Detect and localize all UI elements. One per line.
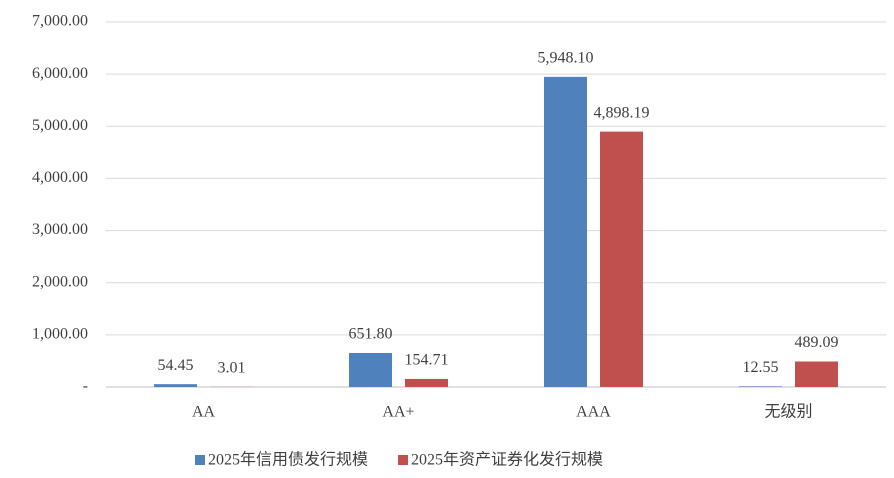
legend-swatch [398, 455, 408, 465]
value-label: 154.71 [405, 352, 449, 369]
y-tick-label: 6,000.00 [32, 65, 88, 82]
legend-swatch [195, 455, 205, 465]
y-tick-label: 5,000.00 [32, 117, 88, 134]
legend-label: 2025年信用债发行规模 [208, 451, 368, 469]
y-tick-label: 2,000.00 [32, 273, 88, 290]
x-tick-label: AA [192, 404, 216, 421]
y-tick-label: 7,000.00 [32, 13, 88, 30]
bar [739, 386, 782, 387]
bar [154, 384, 197, 387]
legend-label: 2025年资产证券化发行规模 [411, 451, 603, 469]
value-label: 54.45 [158, 357, 194, 374]
value-label: 651.80 [349, 326, 393, 343]
bar [349, 353, 392, 387]
x-tick-label: AAA [576, 404, 611, 421]
value-label: 12.55 [743, 359, 779, 376]
bar [544, 77, 587, 387]
y-tick-label: - [83, 378, 88, 395]
value-label: 489.09 [795, 334, 839, 351]
x-tick-label: AA+ [382, 404, 414, 421]
bar [795, 361, 838, 387]
value-label: 5,948.10 [538, 50, 594, 67]
bar [405, 379, 448, 387]
y-tick-label: 1,000.00 [32, 326, 88, 343]
y-tick-label: 4,000.00 [32, 169, 88, 186]
bar [600, 132, 643, 387]
y-tick-label: 3,000.00 [32, 221, 88, 238]
value-label: 3.01 [218, 360, 246, 377]
x-tick-label: 无级别 [764, 403, 812, 421]
value-label: 4,898.19 [594, 104, 650, 121]
